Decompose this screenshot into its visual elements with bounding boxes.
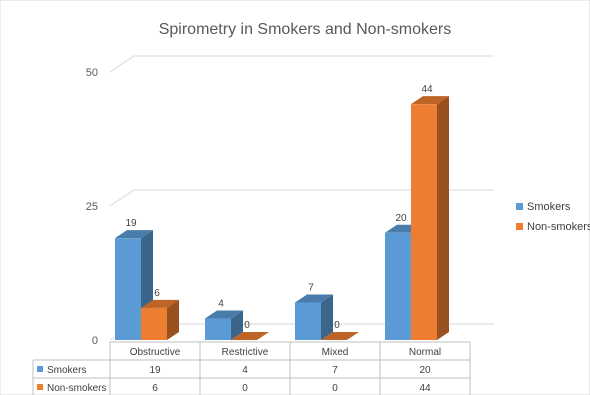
table-cell: 7 (332, 365, 338, 376)
table-series-name: Non-smokers (47, 383, 106, 394)
table-cell: 20 (419, 365, 431, 376)
bar-non-smokers-restrictive (231, 332, 269, 340)
bar-front (115, 238, 141, 340)
table-legend-swatch (37, 366, 43, 372)
bar-side (321, 294, 333, 340)
data-labels: 19 6 4 0 7 0 20 44 (125, 84, 433, 331)
bar-top (231, 332, 269, 340)
bar-top (321, 332, 359, 340)
legend-label: Smokers (527, 201, 571, 213)
legend: Smokers Non-smokers (516, 201, 590, 233)
data-label: 6 (154, 288, 160, 299)
y-tick-label: 0 (92, 335, 98, 347)
data-label: 20 (395, 213, 407, 224)
x-tick-label: Normal (409, 347, 441, 358)
table-series-name: Smokers (47, 365, 86, 376)
bar-top (205, 310, 243, 319)
legend-swatch (516, 203, 523, 210)
bar-top (295, 294, 333, 303)
x-tick-label: Obstructive (130, 347, 181, 358)
bar-side (231, 310, 243, 340)
data-label: 19 (125, 218, 137, 229)
table-cell: 19 (149, 365, 161, 376)
table-cell: 0 (332, 383, 338, 394)
chart-title: Spirometry in Smokers and Non-smokers (159, 21, 452, 38)
table-cell: 0 (242, 383, 248, 394)
gridline (109, 55, 494, 73)
data-label: 44 (421, 84, 433, 95)
data-label: 0 (334, 320, 340, 331)
data-label: 7 (308, 282, 314, 293)
bar-side (167, 299, 179, 340)
bar-side (437, 96, 449, 340)
x-tick-label: Mixed (322, 347, 349, 358)
bar-smokers-mixed (295, 294, 333, 340)
bar-front (385, 232, 411, 340)
table-cell: 4 (242, 365, 248, 376)
bar-front (295, 302, 321, 340)
table-cell: 6 (152, 383, 158, 394)
y-tick-label: 25 (86, 201, 98, 213)
y-axis-ticks: 0 25 50 (86, 67, 98, 347)
bar-front (141, 307, 167, 340)
bars (115, 96, 449, 340)
bar-top (141, 299, 179, 308)
bar-front (205, 318, 231, 340)
bar-front (411, 104, 437, 340)
bar-non-smokers-mixed (321, 332, 359, 340)
legend-swatch (516, 223, 523, 230)
bar-smokers-restrictive (205, 310, 243, 340)
data-label: 4 (218, 299, 224, 310)
x-tick-label: Restrictive (222, 347, 269, 358)
data-table: Obstructive Restrictive Mixed Normal Smokers… (32, 341, 471, 395)
bar-top (411, 96, 449, 105)
gridline (109, 189, 494, 207)
legend-label: Non-smokers (527, 221, 590, 233)
bar-non-smokers-obstructive (141, 299, 179, 340)
bar-top (115, 230, 153, 239)
table-legend-swatch (37, 384, 43, 390)
data-label: 0 (244, 320, 250, 331)
y-tick-label: 50 (86, 67, 98, 79)
bar-non-smokers-normal (411, 96, 449, 340)
table-cell: 44 (419, 383, 431, 394)
